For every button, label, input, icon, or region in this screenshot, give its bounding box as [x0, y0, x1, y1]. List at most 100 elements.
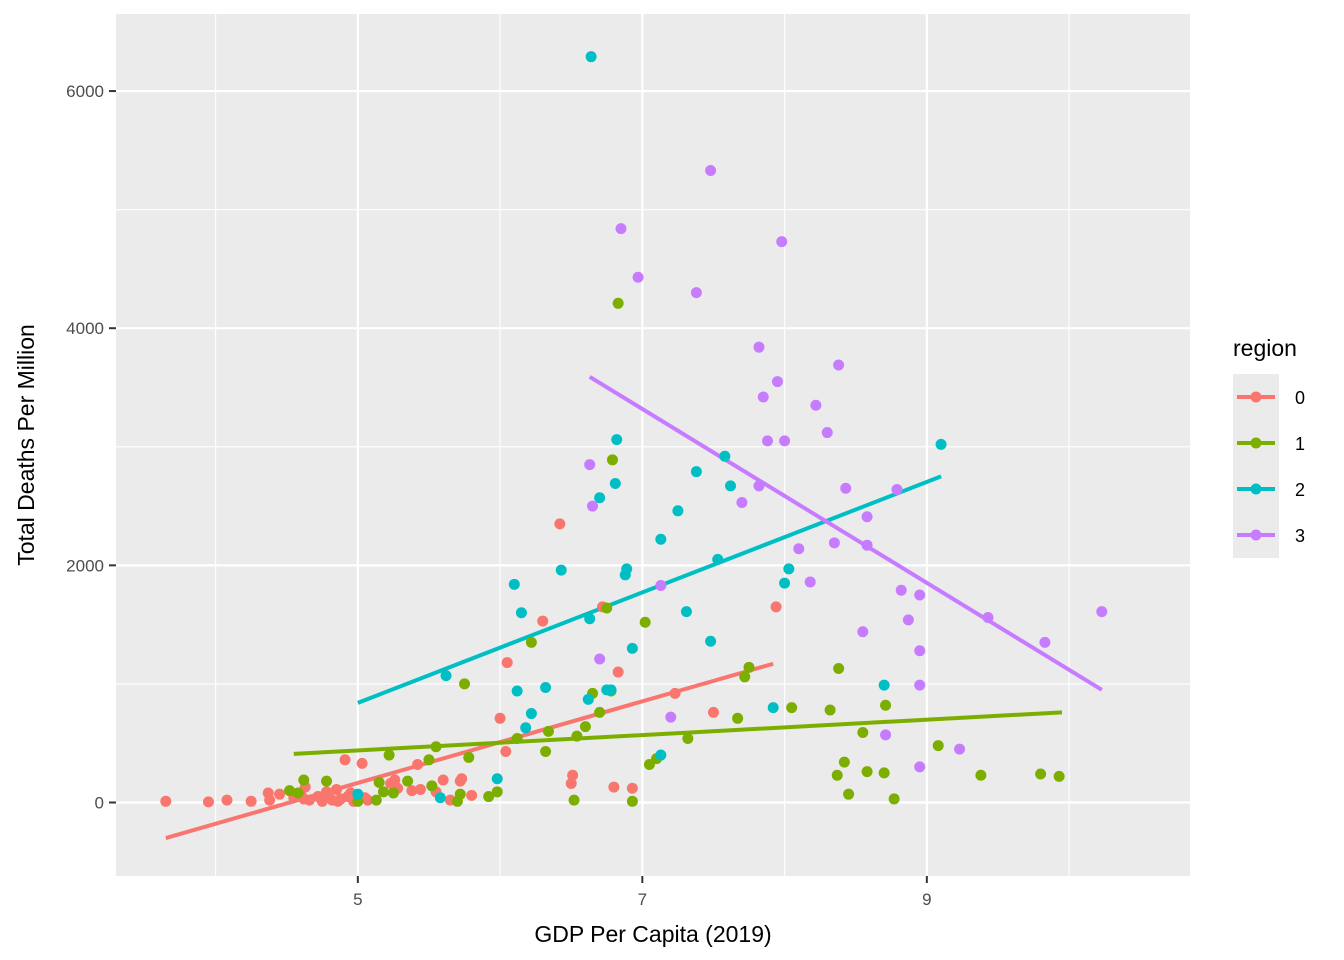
data-point-region-0	[537, 615, 549, 627]
data-point-region-0	[608, 781, 620, 793]
data-point-region-3	[810, 399, 822, 411]
legend-item-region-0: 0	[1233, 374, 1305, 420]
data-point-region-1	[511, 732, 523, 744]
data-point-region-3	[1096, 606, 1108, 618]
data-point-region-0	[406, 785, 418, 797]
legend-key-point	[1250, 483, 1262, 495]
legend-label: 0	[1295, 388, 1305, 408]
data-point-region-1	[1053, 770, 1065, 782]
data-point-region-0	[500, 746, 512, 758]
data-point-region-3	[705, 165, 717, 177]
data-point-region-1	[824, 704, 836, 716]
data-point-region-2	[434, 792, 446, 804]
data-point-region-0	[389, 774, 401, 786]
data-point-region-2	[767, 702, 779, 714]
data-point-region-1	[387, 787, 399, 799]
data-point-region-3	[914, 679, 926, 691]
data-point-region-1	[878, 767, 890, 779]
legend-label: 1	[1295, 434, 1305, 454]
data-point-region-1	[594, 706, 606, 718]
data-point-region-0	[356, 757, 368, 769]
data-point-region-1	[383, 749, 395, 761]
legend-key-point	[1250, 529, 1262, 541]
data-point-region-1	[857, 727, 869, 739]
data-point-region-1	[426, 780, 438, 792]
data-point-region-2	[555, 564, 567, 576]
data-point-region-0	[437, 774, 449, 786]
data-point-region-1	[568, 794, 580, 806]
axis-ticks	[109, 90, 928, 883]
y-tick-label: 0	[95, 793, 104, 812]
legend-key-point	[1250, 391, 1262, 403]
data-point-region-1	[831, 769, 843, 781]
data-point-region-0	[567, 769, 579, 781]
data-point-region-3	[861, 539, 873, 551]
minor-gridlines	[116, 14, 1190, 876]
data-point-region-1	[888, 793, 900, 805]
data-point-region-2	[605, 684, 617, 696]
data-point-region-0	[362, 794, 374, 806]
trend-line-region-3	[588, 375, 1103, 692]
data-point-region-1	[491, 786, 503, 798]
data-point-region-1	[626, 795, 638, 807]
data-point-region-1	[579, 721, 591, 733]
data-point-region-2	[440, 670, 452, 682]
legend-keys: 0 1 2 3	[1233, 374, 1305, 558]
data-point-region-1	[463, 751, 475, 763]
data-point-region-3	[982, 612, 994, 624]
data-point-region-3	[914, 645, 926, 657]
data-point-region-1	[880, 699, 892, 711]
data-point-region-1	[377, 786, 389, 798]
legend-item-region-3: 3	[1233, 512, 1305, 558]
panel-background	[116, 14, 1190, 876]
data-point-region-0	[264, 794, 276, 806]
data-point-region-1	[370, 794, 382, 806]
data-point-region-1	[838, 756, 850, 768]
data-point-region-3	[615, 223, 627, 235]
data-point-region-2	[779, 577, 791, 589]
data-point-region-1	[843, 788, 855, 800]
data-point-region-2	[719, 450, 731, 462]
data-point-region-0	[330, 783, 342, 795]
data-point-region-1	[739, 671, 751, 683]
y-tick-label: 2000	[66, 556, 104, 575]
data-point-region-3	[804, 576, 816, 588]
data-point-region-1	[743, 661, 755, 673]
data-point-region-1	[639, 616, 651, 628]
data-point-region-1	[540, 746, 552, 758]
data-point-region-1	[542, 725, 554, 737]
data-point-region-0	[554, 518, 566, 530]
data-point-region-0	[501, 657, 513, 669]
data-point-region-2	[609, 478, 621, 490]
data-point-region-0	[669, 687, 681, 699]
data-point-region-3	[776, 236, 788, 248]
data-point-region-2	[491, 773, 503, 785]
data-points	[160, 51, 1108, 808]
legend-label: 2	[1295, 480, 1305, 500]
data-point-region-0	[565, 778, 577, 790]
data-point-region-3	[736, 497, 748, 509]
data-point-region-3	[779, 435, 791, 447]
y-tick-label: 4000	[66, 319, 104, 338]
data-point-region-2	[690, 466, 702, 478]
data-point-region-2	[594, 492, 606, 504]
data-point-region-0	[626, 782, 638, 794]
data-point-region-2	[878, 679, 890, 691]
data-point-region-1	[423, 754, 435, 766]
data-point-region-0	[339, 754, 351, 766]
legend-item-region-2: 2	[1233, 466, 1305, 512]
data-point-region-3	[914, 589, 926, 601]
legend-key-point	[1250, 437, 1262, 449]
y-tick-labels: 0 2000 4000 6000	[66, 82, 104, 812]
trend-line-region-1	[293, 710, 1063, 756]
data-point-region-2	[511, 685, 523, 697]
data-point-region-3	[753, 480, 765, 492]
data-point-region-1	[459, 678, 471, 690]
data-point-region-1	[321, 775, 333, 787]
data-point-region-3	[914, 761, 926, 773]
data-point-region-2	[655, 749, 667, 761]
data-point-region-2	[621, 563, 633, 575]
data-point-region-3	[771, 376, 783, 388]
data-point-region-3	[833, 359, 845, 371]
data-point-region-1	[606, 454, 618, 466]
